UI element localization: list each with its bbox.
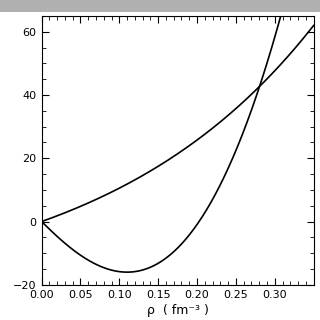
- X-axis label: ρ  ( fm⁻³ ): ρ ( fm⁻³ ): [147, 304, 209, 317]
